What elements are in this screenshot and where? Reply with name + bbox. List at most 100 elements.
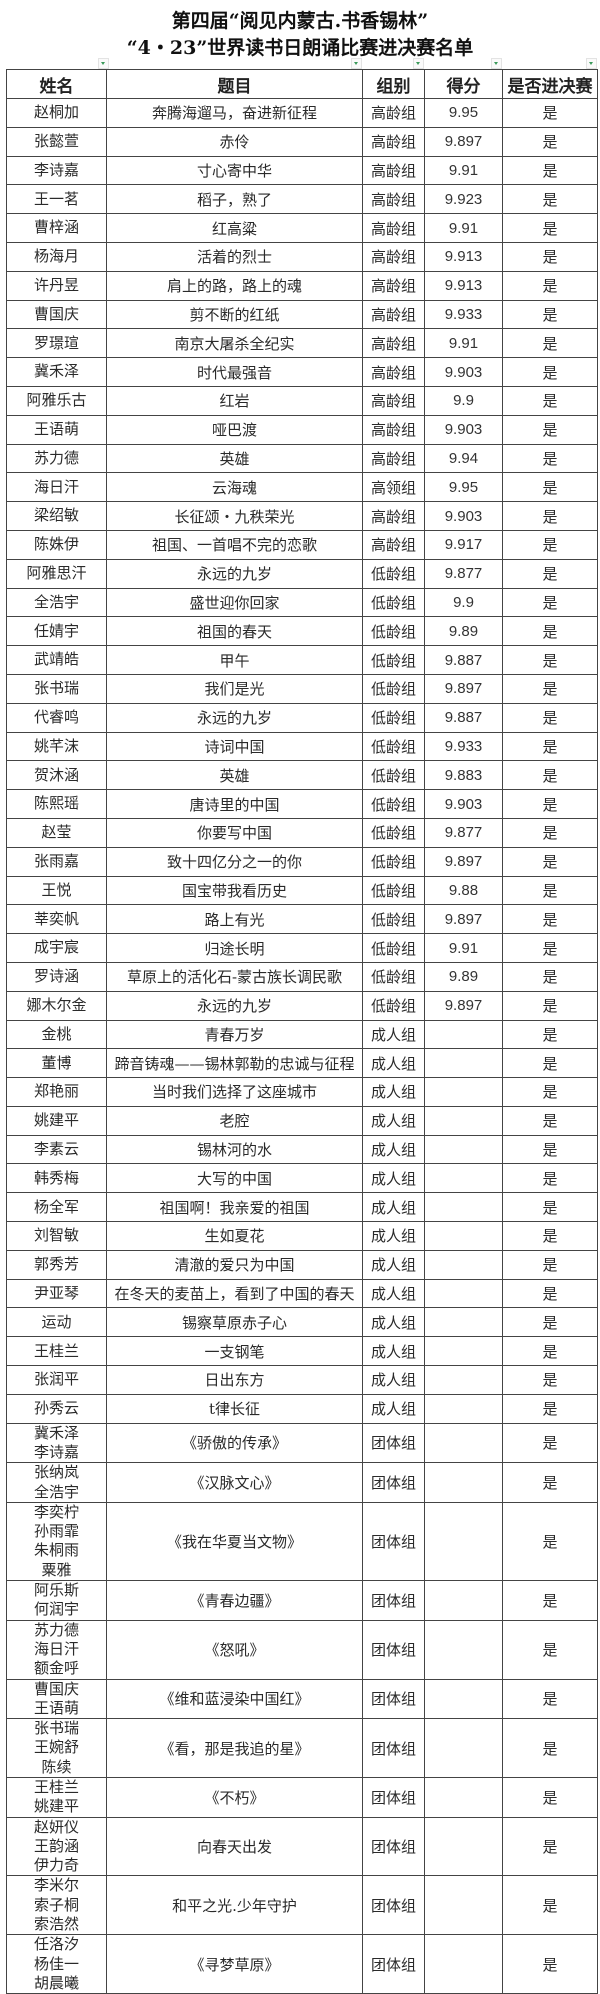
cell-score	[424, 1336, 503, 1367]
title-line-2: “4・23”世界读书日朗诵比赛进决赛名单	[126, 37, 474, 59]
participant-name: 王悦	[41, 880, 72, 899]
column-header-score[interactable]: 得分	[424, 69, 503, 99]
cell-score	[424, 1875, 503, 1936]
cell-title: 《青春边疆》	[106, 1580, 363, 1621]
cell-group: 低龄组	[362, 673, 425, 704]
cell-name: 杨全军	[6, 1192, 107, 1223]
cell-group: 高龄组	[362, 328, 425, 359]
participant-name: 娜木尔金	[26, 995, 87, 1014]
participant-name: 姚建平	[33, 1797, 79, 1816]
participant-name: 阿雅思汗	[26, 564, 87, 582]
participant-name: 韩秀梅	[33, 1168, 79, 1187]
cell-title: 大写的中国	[106, 1163, 363, 1194]
cell-score: 9.887	[424, 645, 503, 675]
participant-name: 李素云	[33, 1139, 79, 1158]
cell-group: 团体组	[362, 1580, 425, 1621]
table-row: 张书瑞 王婉舒 陈续 《看，那是我追的星》 团体组是	[6, 1718, 598, 1778]
cell-name: 李奕柠 孙雨霏 朱桐雨 粟雅	[6, 1501, 107, 1582]
cell-score	[424, 1163, 503, 1194]
cell-score: 9.9	[424, 587, 503, 618]
column-header-title[interactable]: 题目	[106, 69, 363, 99]
cell-group: 成人组	[362, 1019, 425, 1050]
table-row: 姚芊沫 诗词中国 低龄组 9.933 是	[6, 731, 598, 762]
cell-score	[424, 1307, 503, 1338]
table-row: 运动 锡察草原赤子心 成人组 是	[6, 1307, 598, 1338]
filter-dropdown-icon[interactable]	[491, 58, 502, 69]
participant-name: 金桃	[41, 1024, 72, 1043]
cell-group: 团体组	[362, 1718, 425, 1778]
column-header-name[interactable]: 姓名	[6, 69, 107, 99]
filter-dropdown-icon[interactable]	[413, 58, 424, 69]
participant-name: 陈熙瑶	[33, 794, 79, 813]
table-row: 王一茗 稻子，熟了 高龄组 9.923 是	[6, 184, 598, 215]
table-row: 许丹昱 肩上的路，路上的魂 高龄组 9.913 是	[6, 270, 598, 301]
cell-name: 阿雅乐古	[6, 385, 107, 416]
participant-name: 孙秀云	[33, 1399, 79, 1418]
cell-final: 是	[502, 990, 598, 1021]
filter-dropdown-icon[interactable]	[351, 58, 362, 69]
cell-name: 代睿鸣	[6, 702, 107, 733]
participant-name: 任婧宇	[33, 621, 79, 640]
participant-name: 张雨嘉	[33, 851, 79, 870]
cell-title: 《不朽》	[106, 1777, 363, 1818]
cell-group: 低龄组	[362, 616, 425, 647]
cell-group: 低龄组	[362, 702, 425, 733]
cell-group: 团体组	[362, 1875, 425, 1936]
participant-name: 张润平	[33, 1370, 79, 1389]
cell-score	[424, 1249, 503, 1280]
table-row: 任婧宇 祖国的春天 低龄组 9.89 是	[6, 616, 598, 647]
cell-final: 是	[502, 1192, 598, 1223]
cell-final: 是	[502, 587, 598, 618]
cell-title: 红高粱	[106, 213, 363, 243]
cell-name: 韩秀梅	[6, 1163, 107, 1194]
participant-name: 杨海月	[33, 247, 79, 266]
cell-final: 是	[502, 1307, 598, 1338]
cell-name: 陈熙瑶	[6, 789, 107, 819]
cell-group: 高领组	[362, 472, 425, 503]
cell-name: 冀禾泽	[6, 357, 107, 387]
participant-name: 运动	[41, 1312, 72, 1331]
cell-score: 9.903	[424, 357, 503, 387]
table-row: 杨海月 活着的烈士 高龄组 9.913 是	[6, 241, 598, 272]
column-header-group[interactable]: 组别	[362, 69, 425, 99]
participant-name: 胡晨曦	[33, 1973, 79, 1992]
cell-group: 高龄组	[362, 155, 425, 186]
participant-name: 王一茗	[33, 189, 79, 208]
cell-score: 9.91	[424, 213, 503, 243]
table-row: 武靖皓 甲午 低龄组 9.887 是	[6, 645, 598, 675]
table-row: 曹国庆 剪不断的红纸 高龄组 9.933 是	[6, 299, 598, 330]
column-header-final[interactable]: 是否进决赛	[502, 69, 598, 99]
cell-final: 是	[502, 1048, 598, 1079]
cell-final: 是	[502, 1462, 598, 1503]
cell-title: 草原上的活化石-蒙古族长调民歌	[106, 961, 363, 992]
cell-score: 9.913	[424, 241, 503, 272]
cell-title: 肩上的路，路上的魂	[106, 270, 363, 301]
cell-score: 9.903	[424, 789, 503, 819]
cell-group: 成人组	[362, 1365, 425, 1395]
cell-score: 9.95	[424, 98, 503, 128]
cell-name: 张书瑞	[6, 673, 107, 704]
participant-name: 苏力德	[33, 448, 79, 467]
cell-final: 是	[502, 1019, 598, 1050]
cell-final: 是	[502, 1163, 598, 1194]
cell-title: 赤伶	[106, 126, 363, 157]
cell-group: 成人组	[362, 1249, 425, 1280]
filter-dropdown-icon[interactable]	[586, 58, 597, 69]
filter-dropdown-icon[interactable]	[98, 58, 109, 69]
table-row: 任洛汐 杨佳一 胡晨曦 《寻梦草原》 团体组是	[6, 1934, 598, 1994]
cell-name: 许丹昱	[6, 270, 107, 301]
table-row: 赵妍仪 王韵涵 伊力奇 向春天出发 团体组是	[6, 1816, 598, 1877]
cell-group: 高龄组	[362, 443, 425, 474]
participant-name: 朱桐雨	[33, 1541, 79, 1560]
cell-name: 姚建平	[6, 1105, 107, 1136]
cell-group: 高龄组	[362, 299, 425, 330]
cell-group: 低龄组	[362, 587, 425, 618]
table-row: 阿雅思汗 永远的九岁 低龄组 9.877 是	[6, 558, 598, 589]
cell-final: 是	[502, 1134, 598, 1165]
table-row: 李素云 锡林河的水 成人组 是	[6, 1134, 598, 1165]
cell-group: 团体组	[362, 1422, 425, 1464]
table-row: 代睿鸣 永远的九岁 低龄组 9.887 是	[6, 702, 598, 733]
cell-group: 低龄组	[362, 817, 425, 848]
cell-name: 海日汗	[6, 472, 107, 503]
cell-name: 任洛汐 杨佳一 胡晨曦	[6, 1934, 107, 1994]
